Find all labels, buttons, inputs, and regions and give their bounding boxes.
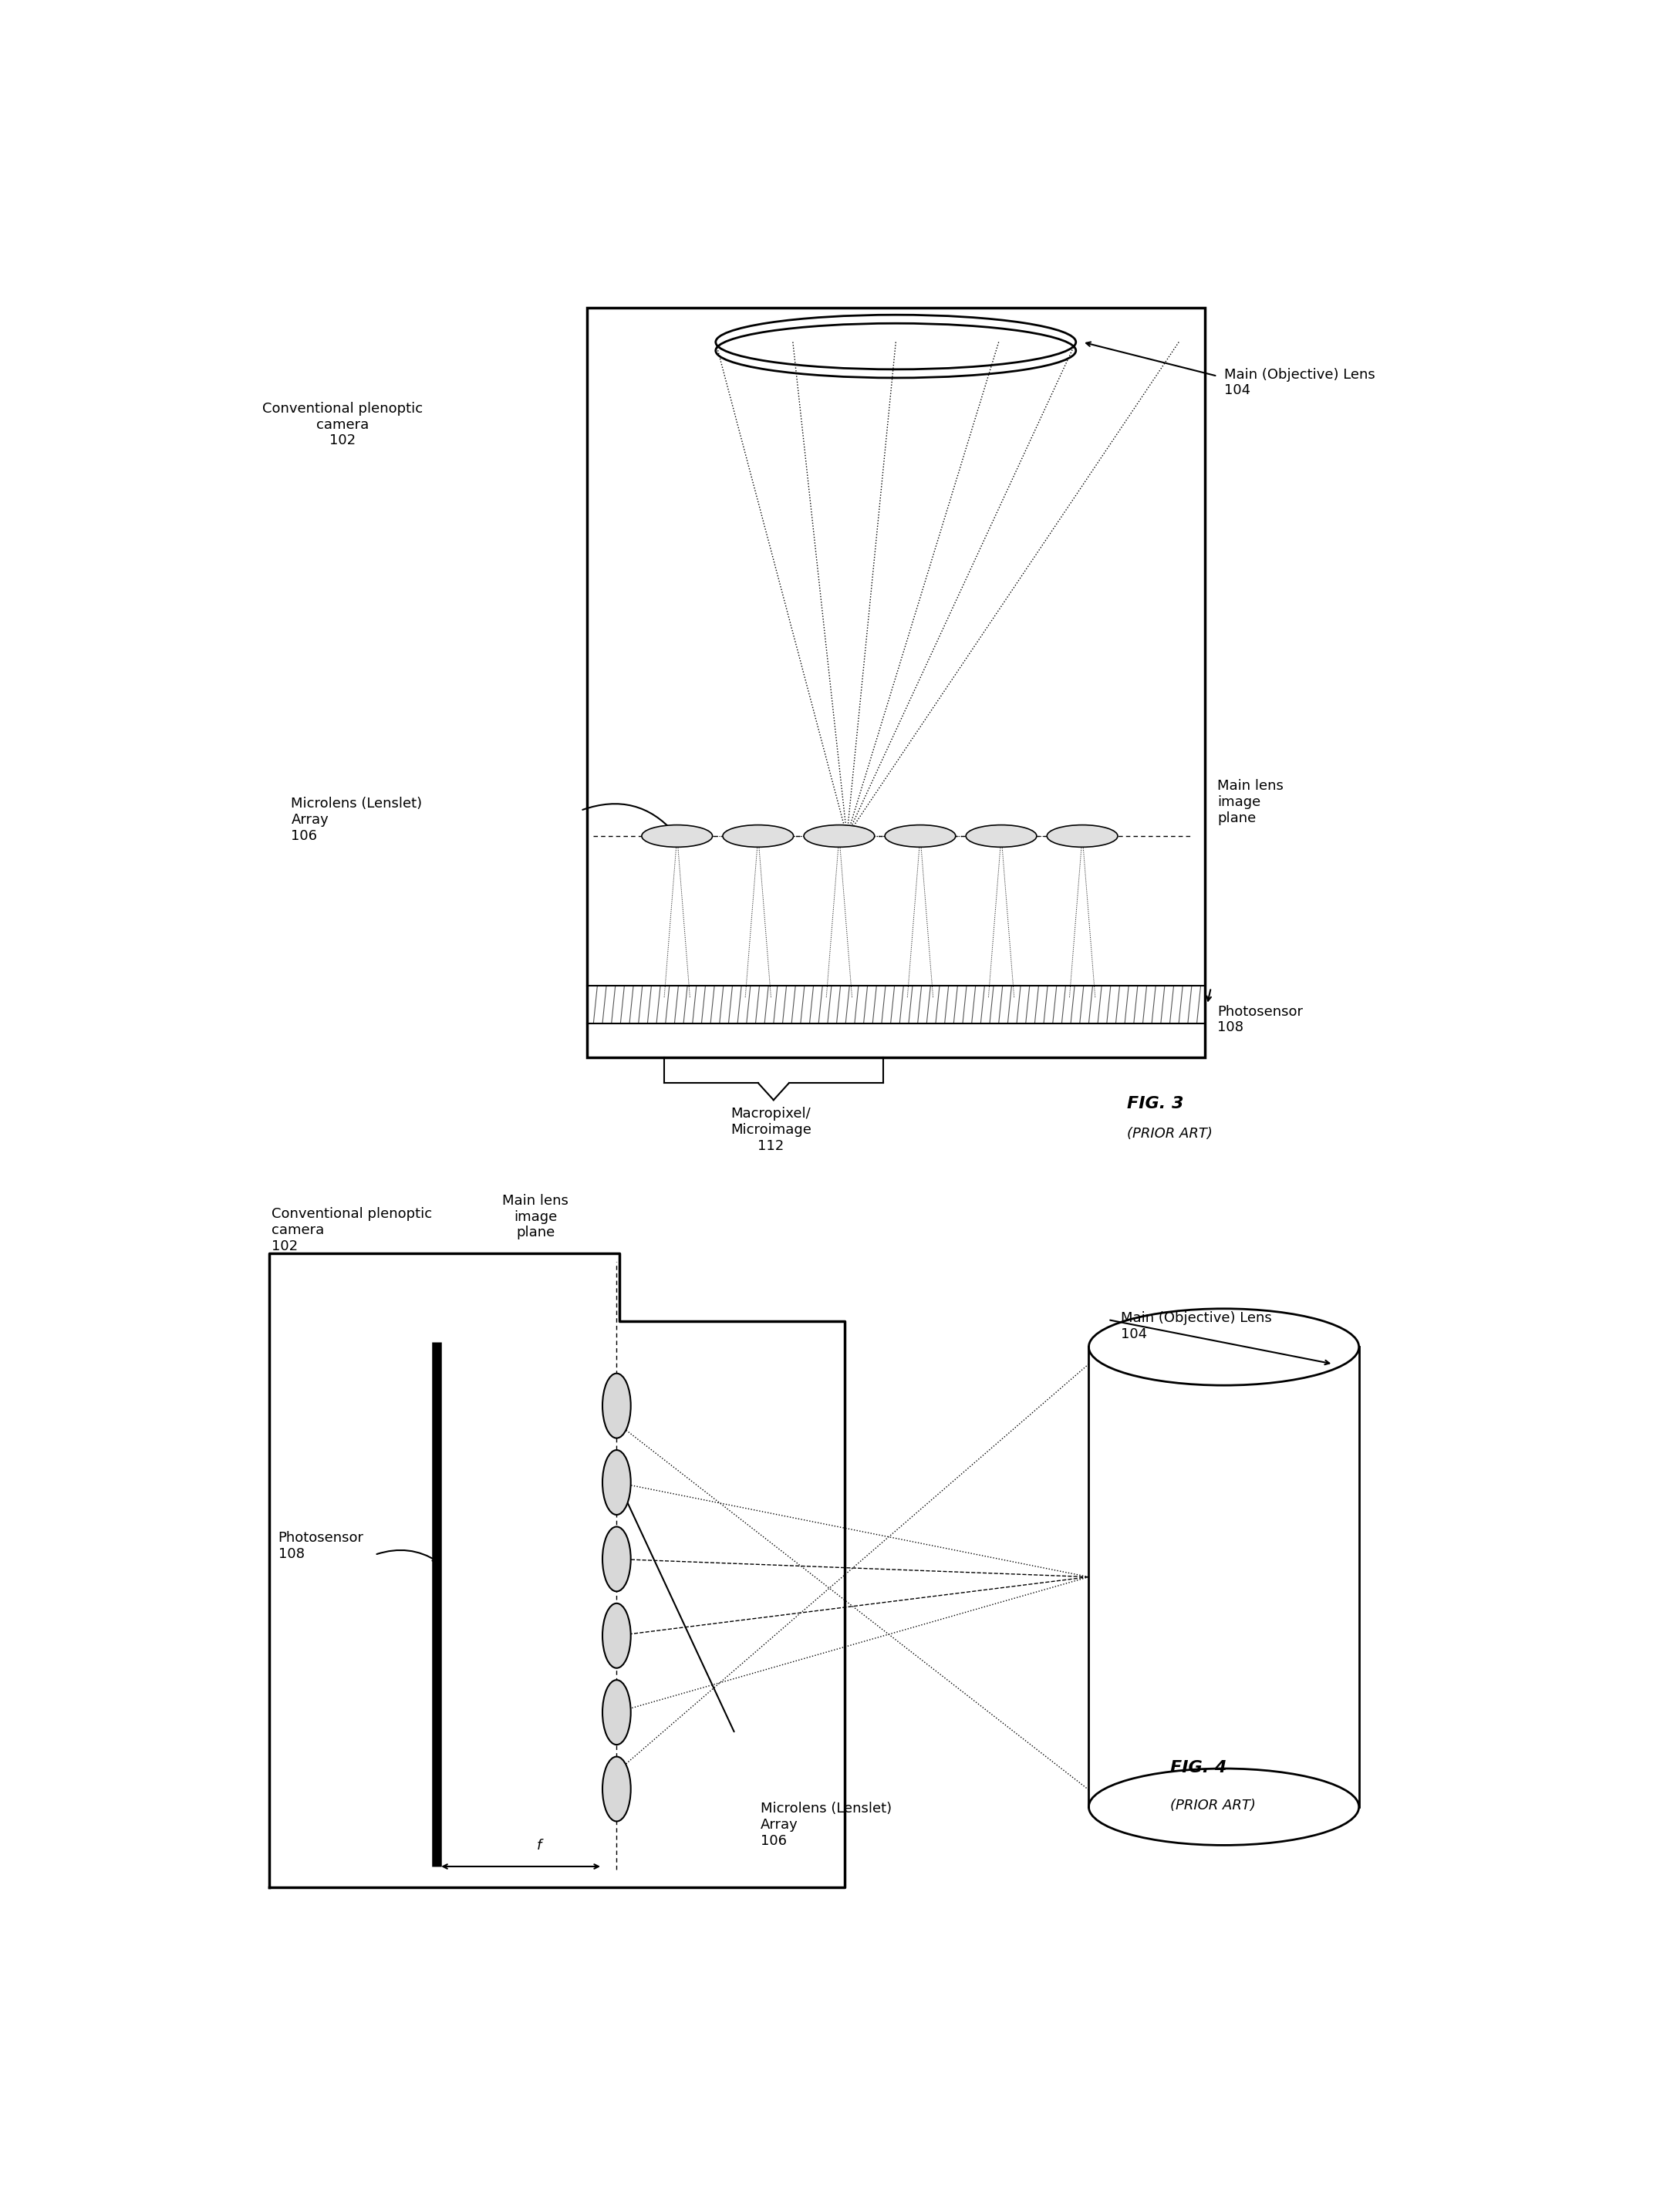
- Text: Conventional plenoptic
camera
102: Conventional plenoptic camera 102: [262, 403, 423, 447]
- Text: Photosensor
108: Photosensor 108: [279, 1531, 364, 1562]
- Ellipse shape: [885, 825, 956, 847]
- Text: f: f: [536, 1838, 541, 1854]
- Ellipse shape: [603, 1526, 631, 1590]
- Ellipse shape: [722, 825, 793, 847]
- Text: Conventional plenoptic
camera
102: Conventional plenoptic camera 102: [272, 1208, 432, 1254]
- Text: (PRIOR ART): (PRIOR ART): [1127, 1128, 1213, 1141]
- Ellipse shape: [966, 825, 1036, 847]
- Ellipse shape: [603, 1604, 631, 1668]
- Bar: [588, 307, 1205, 1057]
- Text: Microlens (Lenslet)
Array
106: Microlens (Lenslet) Array 106: [760, 1803, 891, 1847]
- Ellipse shape: [603, 1679, 631, 1745]
- Text: FIG. 4: FIG. 4: [1170, 1761, 1227, 1776]
- Text: Microlens (Lenslet)
Array
106: Microlens (Lenslet) Array 106: [290, 796, 422, 843]
- Text: (PRIOR ART): (PRIOR ART): [1170, 1798, 1255, 1812]
- Ellipse shape: [1047, 825, 1117, 847]
- Text: Main (Objective) Lens
104: Main (Objective) Lens 104: [1223, 367, 1374, 398]
- Ellipse shape: [603, 1374, 631, 1438]
- Ellipse shape: [603, 1756, 631, 1820]
- Ellipse shape: [642, 825, 712, 847]
- Text: FIG. 3: FIG. 3: [1127, 1095, 1184, 1110]
- Text: Photosensor
108: Photosensor 108: [1217, 1004, 1303, 1035]
- Text: Main lens
image
plane: Main lens image plane: [503, 1194, 569, 1239]
- Text: Main lens
image
plane: Main lens image plane: [1217, 779, 1283, 825]
- Ellipse shape: [603, 1451, 631, 1515]
- Text: Main (Objective) Lens
104: Main (Objective) Lens 104: [1120, 1312, 1272, 1340]
- Text: Macropixel/
Microimage
112: Macropixel/ Microimage 112: [730, 1106, 812, 1152]
- Ellipse shape: [803, 825, 875, 847]
